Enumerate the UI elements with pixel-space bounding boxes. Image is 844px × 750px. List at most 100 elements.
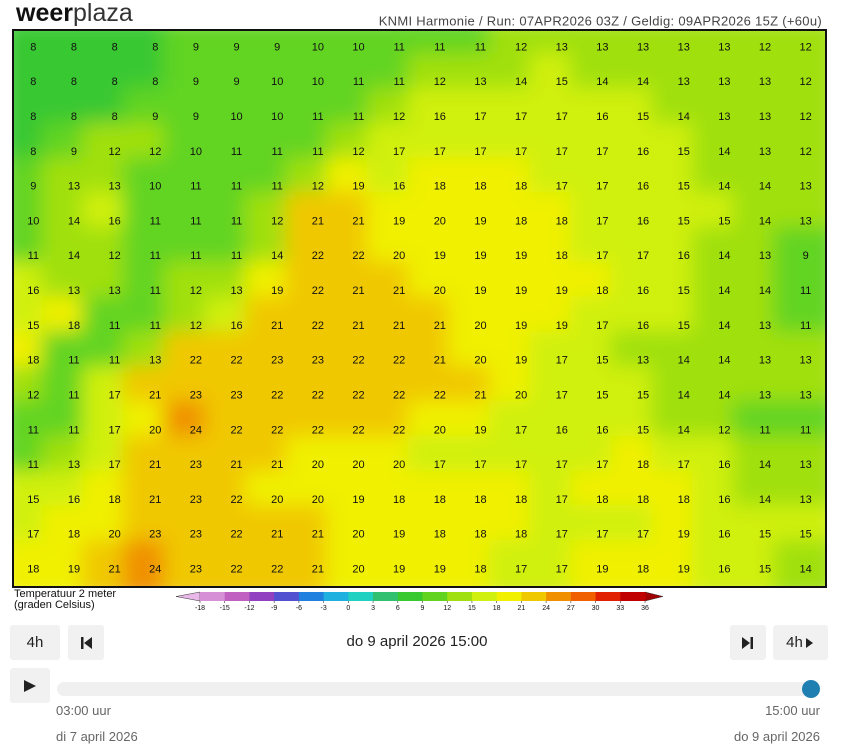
temperature-value: 17 [434,146,446,158]
temperature-value: 21 [149,389,161,401]
temperature-value: 14 [678,389,690,401]
temperature-value: 12 [800,111,812,123]
temperature-value: 13 [68,459,80,471]
temperature-value: 21 [393,285,405,297]
temperature-value: 9 [193,111,199,123]
play-button[interactable] [10,668,50,703]
temperature-value: 12 [27,389,39,401]
colorbar-segment [274,592,300,601]
temperature-value: 13 [800,389,812,401]
temperature-value: 17 [109,389,121,401]
temperature-value: 14 [718,389,730,401]
time-slider[interactable] [57,682,813,696]
step-forward-icon [805,637,813,648]
temperature-value: 16 [637,215,649,227]
temperature-value: 22 [230,529,242,541]
temperature-value: 15 [27,494,39,506]
temperature-value: 14 [678,111,690,123]
temperature-value: 23 [190,529,202,541]
temperature-value: 19 [393,564,405,576]
colorbar-tick-label: -15 [220,605,230,612]
temperature-value: 16 [637,320,649,332]
temperature-value: 21 [271,320,283,332]
temperature-value: 21 [352,320,364,332]
skip-back-icon [81,636,92,649]
temperature-value: 19 [678,529,690,541]
current-time: do 9 april 2026 15:00 [346,633,488,650]
temperature-value: 19 [678,564,690,576]
temperature-value: 8 [71,76,77,88]
temperature-value: 8 [30,76,36,88]
colorbar-segment [348,592,374,601]
temperature-value: 22 [312,320,324,332]
temperature-value: 15 [678,181,690,193]
temperature-value: 11 [109,355,120,367]
colorbar-segment [422,592,448,601]
step-back-button[interactable]: 4h [10,625,60,660]
skip-forward-button[interactable] [730,625,766,660]
temperature-value: 23 [271,355,283,367]
temperature-value: 10 [27,215,39,227]
temperature-value: 9 [30,181,36,193]
temperature-value: 15 [637,111,649,123]
colorbar-segment [200,592,226,601]
temperature-value: 14 [759,459,771,471]
colorbar-end [644,591,664,602]
colorbar-tick-label: 3 [371,605,375,612]
temperature-value: 13 [759,76,771,88]
temperature-value: 10 [190,146,202,158]
colorbar-tick-label: 18 [493,605,501,612]
temperature-value: 21 [149,494,161,506]
temperature-value: 17 [556,389,568,401]
temperature-value: 19 [515,285,527,297]
temperature-value: 9 [234,76,240,88]
temperature-value: 18 [474,529,486,541]
temperature-value: 10 [271,111,283,123]
temperature-value: 10 [149,181,161,193]
step-forward-button[interactable]: 4h [773,625,828,660]
colorbar-tick-label: 24 [542,605,550,612]
temperature-value: 17 [515,111,527,123]
temperature-value: 10 [312,41,324,53]
temperature-value: 16 [637,146,649,158]
temperature-value: 14 [718,146,730,158]
colorbar-tick-label: 33 [616,605,624,612]
temperature-value: 11 [150,215,161,227]
temperature-value: 19 [474,250,486,262]
temperature-value: 16 [718,494,730,506]
temperature-value: 11 [68,424,79,436]
temperature-value: 12 [190,320,202,332]
temperature-value: 19 [434,250,446,262]
temperature-value: 17 [474,459,486,471]
skip-back-button[interactable] [68,625,104,660]
temperature-value: 14 [596,76,608,88]
temperature-value: 13 [474,76,486,88]
temperature-value: 18 [474,494,486,506]
colorbar-tick-label: 0 [346,605,350,612]
temperature-value: 8 [71,41,77,53]
temperature-value: 20 [149,424,161,436]
temperature-value: 11 [231,250,242,262]
colorbar-tick-label: -6 [296,605,302,612]
slider-knob[interactable] [802,680,820,698]
temperature-value: 17 [434,459,446,471]
temperature-value: 18 [678,494,690,506]
temperature-value: 18 [556,250,568,262]
field-cell [773,540,826,587]
temperature-value: 13 [759,320,771,332]
temperature-value: 14 [759,285,771,297]
temperature-value: 17 [27,529,39,541]
temperature-value: 12 [190,285,202,297]
temperature-value: 11 [272,181,283,193]
temperature-value: 11 [393,41,404,53]
temperature-value: 22 [312,424,324,436]
slider-end-time: 15:00 uur [765,703,820,718]
temperature-value: 12 [515,41,527,53]
temperature-value: 15 [678,320,690,332]
temperature-value: 11 [231,146,242,158]
colorbar-tick-label: 36 [641,605,649,612]
temperature-value: 11 [28,424,39,436]
temperature-value: 19 [271,285,283,297]
temperature-value: 17 [515,564,527,576]
colorbar-segment [546,592,572,601]
